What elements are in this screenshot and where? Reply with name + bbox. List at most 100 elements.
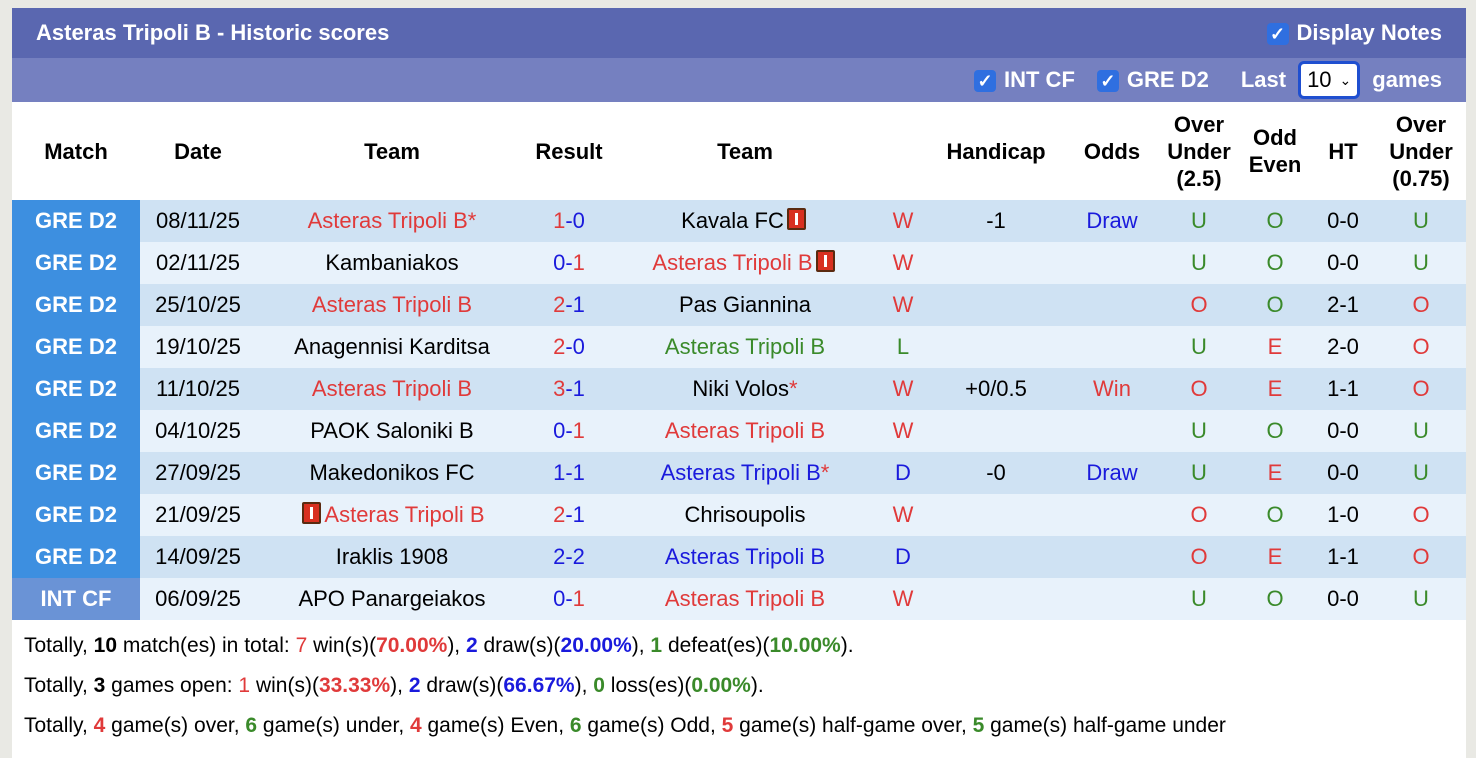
away-team-name[interactable]: Asteras Tripoli B — [660, 460, 821, 485]
over-under-2-5: O — [1158, 368, 1240, 410]
result[interactable]: 1-0 — [528, 200, 610, 242]
result[interactable]: 3-1 — [528, 368, 610, 410]
home-team-name[interactable]: Asteras Tripoli B — [307, 208, 468, 233]
home-team-name[interactable]: Anagennisi Karditsa — [294, 334, 490, 359]
away-team: Kavala FC — [610, 200, 880, 242]
summary-segment: 5 — [721, 714, 734, 737]
home-team-name[interactable]: Asteras Tripoli B — [311, 376, 473, 401]
column-header: Team — [364, 138, 420, 164]
over-under-2-5: O — [1158, 536, 1240, 578]
win-loss: W — [880, 410, 926, 452]
over-under-0-75: U — [1376, 410, 1466, 452]
summary-segment: games open: — [105, 674, 239, 697]
summary-segment: Totally, — [24, 674, 94, 697]
half-time-score: 1-0 — [1310, 494, 1376, 536]
win-loss: L — [880, 326, 926, 368]
away-team-name[interactable]: Asteras Tripoli B — [664, 334, 826, 359]
odds-result — [1066, 494, 1158, 536]
match-league: GRE D2 — [12, 242, 140, 284]
half-time-score: 0-0 — [1310, 578, 1376, 620]
match-date: 08/11/25 — [140, 200, 256, 242]
away-team-name[interactable]: Asteras Tripoli B — [664, 418, 826, 443]
handicap: +0/0.5 — [926, 368, 1066, 410]
home-team-name[interactable]: Kambaniakos — [325, 250, 459, 275]
away-team: Niki Volos* — [610, 368, 880, 410]
summary-segment: 5 — [972, 714, 985, 737]
match-date: 27/09/25 — [140, 452, 256, 494]
summary-segment: 0.00% — [691, 674, 751, 697]
away-team: Asteras Tripoli B — [610, 326, 880, 368]
red-card-icon — [815, 250, 835, 272]
away-team-name[interactable]: Pas Giannina — [678, 292, 812, 317]
table-row: GRE D2 02/11/25 Kambaniakos 0-1 Asteras Trip… — [12, 242, 1466, 284]
red-card-icon — [786, 208, 806, 230]
result[interactable]: 2-1 — [528, 494, 610, 536]
summary-segment: game(s) Even, — [421, 714, 570, 737]
chevron-down-icon: ⌄ — [1339, 71, 1352, 88]
summary-segment: game(s) over, — [105, 714, 246, 737]
over-under-0-75: O — [1376, 284, 1466, 326]
away-goals: 1 — [572, 250, 585, 275]
away-team-name[interactable]: Asteras Tripoli B — [664, 544, 826, 569]
handicap: -0 — [926, 452, 1066, 494]
summary-segment: 6 — [569, 714, 582, 737]
win-loss: D — [880, 536, 926, 578]
result[interactable]: 0-1 — [528, 410, 610, 452]
summary-segment: 4 — [409, 714, 422, 737]
over-under-2-5: U — [1158, 410, 1240, 452]
away-team-name[interactable]: Asteras Tripoli B — [652, 250, 813, 275]
summary-segment: 33.33% — [318, 674, 391, 697]
checkbox-checked-icon[interactable]: ✓ — [974, 70, 996, 93]
summary-segment: ), — [447, 634, 466, 657]
match-date: 02/11/25 — [140, 242, 256, 284]
away-team-name[interactable]: Asteras Tripoli B — [664, 586, 826, 611]
home-team-name[interactable]: PAOK Saloniki B — [310, 418, 474, 443]
win-loss: W — [880, 200, 926, 242]
away-team-name[interactable]: Kavala FC — [681, 208, 784, 233]
home-team: Asteras Tripoli B — [256, 284, 528, 326]
column-header: Odd Even — [1248, 125, 1302, 177]
table-row: GRE D2 25/10/25 Asteras Tripoli B 2-1 Pas Gi… — [12, 284, 1466, 326]
away-team-name[interactable]: Chrisoupolis — [684, 502, 806, 527]
filter-gre-d2[interactable]: ✓ GRE D2 — [1096, 67, 1209, 93]
filter-int-cf[interactable]: ✓ INT CF — [974, 67, 1075, 93]
column-header: Date — [174, 138, 222, 164]
away-team-name[interactable]: Niki Volos — [692, 376, 790, 401]
handicap — [926, 578, 1066, 620]
over-under-0-75: U — [1376, 242, 1466, 284]
away-team: Asteras Tripoli B — [610, 578, 880, 620]
match-date: 11/10/25 — [140, 368, 256, 410]
match-league: GRE D2 — [12, 368, 140, 410]
away-team: Chrisoupolis — [610, 494, 880, 536]
games-count-select[interactable]: 10 ⌄ — [1298, 61, 1361, 99]
home-team-name[interactable]: Asteras Tripoli B — [324, 502, 485, 527]
checkbox-checked-icon[interactable]: ✓ — [1096, 70, 1119, 93]
display-notes-label: Display Notes — [1296, 20, 1443, 45]
match-league: GRE D2 — [12, 284, 140, 326]
summary-segment: game(s) half-game under — [984, 714, 1226, 737]
home-team-name[interactable]: Makedonikos FC — [309, 460, 475, 485]
result[interactable]: 2-1 — [528, 284, 610, 326]
table-row: GRE D2 14/09/25 Iraklis 1908 2-2 Asteras Tri… — [12, 536, 1466, 578]
table-row: GRE D2 21/09/25 Asteras Tripoli B 2-1 Chriso… — [12, 494, 1466, 536]
result[interactable]: 0-1 — [528, 578, 610, 620]
half-time-score: 1-1 — [1310, 536, 1376, 578]
handicap — [926, 326, 1066, 368]
home-team-name[interactable]: APO Panargeiakos — [298, 586, 486, 611]
home-goals: 2 — [553, 292, 566, 317]
display-notes-toggle[interactable]: ✓ Display Notes — [1266, 20, 1443, 46]
odd-even: E — [1240, 452, 1310, 494]
result[interactable]: 0-1 — [528, 242, 610, 284]
half-time-score: 2-0 — [1310, 326, 1376, 368]
score-separator: - — [565, 334, 573, 359]
score-separator: - — [565, 376, 573, 401]
over-under-0-75: U — [1376, 452, 1466, 494]
summary-segment: 66.67% — [503, 674, 575, 697]
summary-segment: 0 — [593, 674, 605, 697]
home-team-name[interactable]: Iraklis 1908 — [335, 544, 449, 569]
result[interactable]: 1-1 — [528, 452, 610, 494]
checkbox-checked-icon[interactable]: ✓ — [1266, 23, 1289, 46]
home-team-name[interactable]: Asteras Tripoli B — [311, 292, 473, 317]
result[interactable]: 2-2 — [528, 536, 610, 578]
result[interactable]: 2-0 — [528, 326, 610, 368]
